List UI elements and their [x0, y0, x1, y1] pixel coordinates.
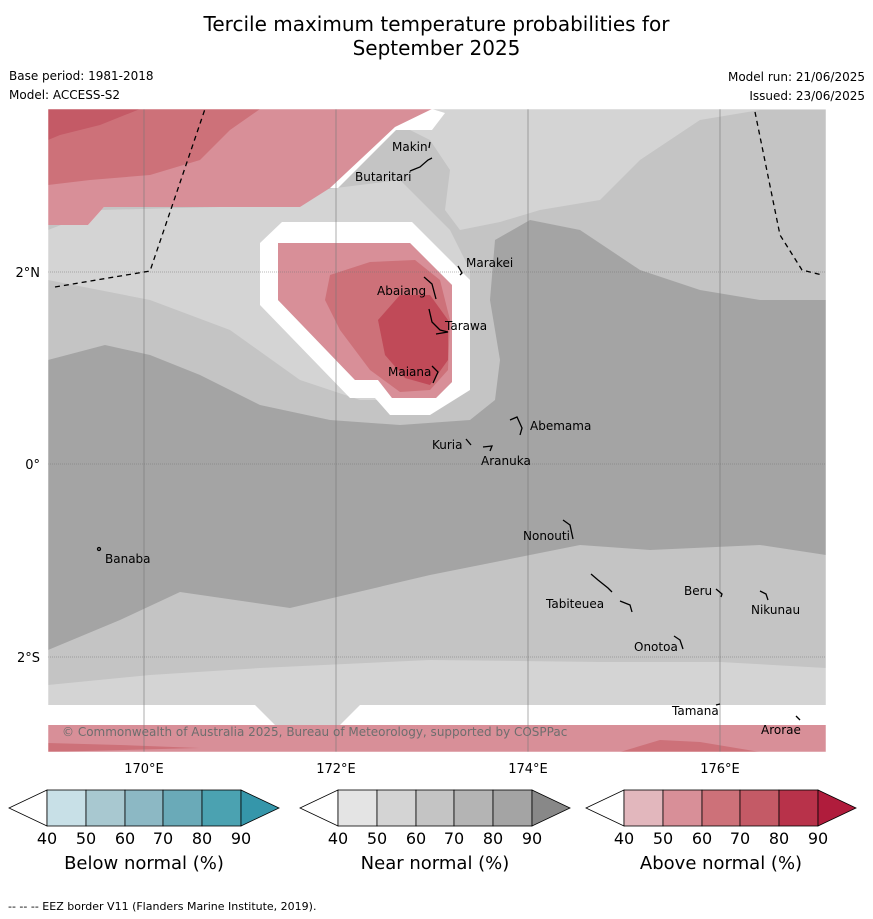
colorbar-above-normal: 40 50 60 70 80 90 Above normal (%) — [585, 789, 857, 879]
near-tick-50: 50 — [366, 829, 388, 848]
place-arorae: Arorae — [761, 723, 801, 737]
place-nikunau: Nikunau — [751, 603, 800, 617]
below-swatch-0 — [8, 789, 48, 827]
below-swatch-3 — [124, 789, 164, 827]
place-makin: Makin — [392, 140, 428, 154]
above-tick-90: 90 — [807, 829, 829, 848]
colorbar-near-normal: 40 50 60 70 80 90 Near normal (%) — [299, 789, 571, 879]
below-tick-50: 50 — [75, 829, 97, 848]
above-swatch-1 — [623, 789, 664, 827]
issued-date: Issued: 23/06/2025 — [749, 89, 865, 103]
place-beru: Beru — [684, 584, 712, 598]
eez-border-note: -- -- -- EEZ border V11 (Flanders Marine… — [8, 900, 317, 913]
title-line-2: September 2025 — [352, 36, 521, 60]
below-tick-40: 40 — [36, 829, 58, 848]
near-swatch-0 — [299, 789, 339, 827]
above-swatch-4 — [739, 789, 780, 827]
lat-label-2s: 2°S — [17, 651, 40, 666]
place-tabiteuea: Tabiteuea — [545, 597, 604, 611]
place-tamana: Tamana — [671, 704, 719, 718]
near-tick-90: 90 — [521, 829, 543, 848]
near-normal-40-north — [48, 109, 826, 230]
below-tick-80: 80 — [191, 829, 213, 848]
place-maiana: Maiana — [388, 365, 431, 379]
near-normal-label: Near normal (%) — [360, 853, 510, 874]
above-tick-50: 50 — [652, 829, 674, 848]
above-tick-80: 80 — [768, 829, 790, 848]
map-title: Tercile maximum temperature probabilitie… — [0, 12, 873, 60]
below-normal-label: Below normal (%) — [64, 853, 224, 874]
below-tick-70: 70 — [152, 829, 174, 848]
above-tick-70: 70 — [729, 829, 751, 848]
place-tarawa: Tarawa — [444, 319, 487, 333]
near-swatch-3 — [415, 789, 455, 827]
lon-label-172e: 172°E — [316, 762, 356, 777]
lon-label-170e: 170°E — [124, 762, 164, 777]
below-tick-60: 60 — [114, 829, 136, 848]
colorbar-above-swatches — [585, 789, 857, 827]
model-name: Model: ACCESS-S2 — [9, 88, 121, 102]
above-70-northwest — [48, 109, 140, 140]
below-swatch-4 — [162, 789, 203, 827]
near-swatch-2 — [376, 789, 417, 827]
colorbar-below-normal: 40 50 60 70 80 90 Below normal (%) — [8, 789, 280, 879]
near-tick-80: 80 — [482, 829, 504, 848]
graticule — [48, 109, 826, 752]
near-swatch-1 — [337, 789, 378, 827]
place-aranuka: Aranuka — [481, 454, 531, 468]
lon-label-174e: 174°E — [508, 762, 548, 777]
below-tick-90: 90 — [230, 829, 252, 848]
near-tick-60: 60 — [405, 829, 427, 848]
place-nonouti: Nonouti — [523, 529, 570, 543]
copyright-notice: © Commonwealth of Australia 2025, Bureau… — [62, 725, 567, 739]
lat-label-2n: 2°N — [16, 266, 41, 281]
below-40-ring — [260, 222, 470, 415]
above-swatch-0 — [585, 789, 625, 827]
above-60-northwest — [48, 109, 260, 185]
above-50-south — [48, 725, 826, 752]
place-abemama: Abemama — [530, 419, 591, 433]
colorbar-below-swatches — [8, 789, 280, 827]
eez-border — [54, 109, 823, 288]
near-swatch-6 — [531, 789, 571, 827]
place-onotoa: Onotoa — [634, 640, 678, 654]
lon-label-176e: 176°E — [700, 762, 740, 777]
place-marakei: Marakei — [466, 256, 513, 270]
near-tick-40: 40 — [327, 829, 349, 848]
place-kuria: Kuria — [432, 438, 463, 452]
above-tick-40: 40 — [613, 829, 635, 848]
above-swatch-3 — [701, 789, 741, 827]
place-butaritari: Butaritari — [355, 170, 412, 184]
below-swatch-6 — [240, 789, 280, 827]
island-outlines — [96, 141, 801, 721]
base-period: Base period: 1981-2018 — [9, 69, 154, 83]
above-normal-label: Above normal (%) — [639, 853, 803, 874]
model-run: Model run: 21/06/2025 — [727, 70, 865, 84]
below-swatch-2 — [85, 789, 126, 827]
place-banaba: Banaba — [105, 552, 151, 566]
near-swatch-5 — [492, 789, 533, 827]
place-abaiang: Abaiang — [377, 284, 426, 298]
near-tick-70: 70 — [443, 829, 465, 848]
near-swatch-4 — [453, 789, 494, 827]
above-swatch-5 — [778, 789, 819, 827]
forecast-map: Makin Butaritari Marakei Abaiang Tarawa … — [16, 108, 827, 777]
lat-label-0: 0° — [25, 458, 40, 473]
above-swatch-6 — [817, 789, 857, 827]
below-swatch-1 — [46, 789, 87, 827]
colorbar-near-swatches — [299, 789, 571, 827]
above-swatch-2 — [662, 789, 703, 827]
title-line-1: Tercile maximum temperature probabilitie… — [203, 12, 670, 36]
below-swatch-5 — [201, 789, 242, 827]
above-tick-60: 60 — [691, 829, 713, 848]
above-60-south — [48, 740, 760, 752]
